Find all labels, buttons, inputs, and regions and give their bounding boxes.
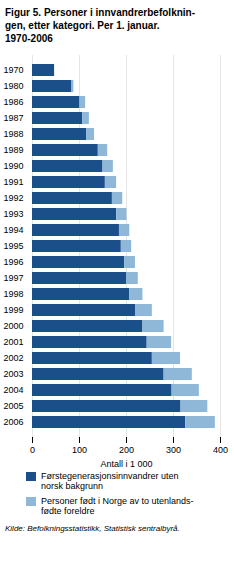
svg-text:Antall i 1 000: Antall i 1 000 (100, 459, 152, 469)
svg-text:1994: 1994 (3, 225, 23, 235)
svg-text:1987: 1987 (3, 113, 23, 123)
svg-text:2002: 2002 (3, 353, 23, 363)
svg-text:2000: 2000 (3, 321, 23, 331)
svg-text:1996: 1996 (3, 257, 23, 267)
svg-text:2004: 2004 (3, 385, 23, 395)
svg-text:1997: 1997 (3, 273, 23, 283)
svg-text:1991: 1991 (3, 177, 23, 187)
svg-text:1980: 1980 (3, 81, 23, 91)
html-text:Førstegenerasjonsinnvandrer ut: Førstegenerasjonsinnvandrer uten norsk b… (41, 471, 179, 492)
svg-text:1998: 1998 (3, 289, 23, 299)
svg-text:1989: 1989 (3, 145, 23, 155)
svg-text:2003: 2003 (3, 369, 23, 379)
svg-text:0: 0 (30, 445, 35, 455)
svg-text:400: 400 (213, 445, 228, 455)
svg-text:2006: 2006 (3, 417, 23, 427)
svg-text:300: 300 (166, 445, 181, 455)
svg-text:1999: 1999 (3, 305, 23, 315)
svg-text:200: 200 (119, 445, 134, 455)
svg-text:100: 100 (72, 445, 87, 455)
svg-text:2001: 2001 (3, 337, 23, 347)
html-text:Figur 5. Personer i innvandrer: Figur 5. Personer i innvandrerbefolknin-… (5, 7, 195, 44)
svg-text:1993: 1993 (3, 209, 23, 219)
svg-text:1990: 1990 (3, 161, 23, 171)
svg-text:1995: 1995 (3, 241, 23, 251)
svg-text:1970: 1970 (3, 65, 23, 75)
svg-text:1986: 1986 (3, 97, 23, 107)
svg-text:1992: 1992 (3, 193, 23, 203)
svg-text:2005: 2005 (3, 401, 23, 411)
svg-text:1988: 1988 (3, 129, 23, 139)
html-text:Kilde: Befolkningsstatistikk,: Kilde: Befolkningsstatistikk, Statistisk… (5, 524, 180, 534)
html-text:Personer født i Norge av to ut: Personer født i Norge av to utenlands- f… (41, 495, 194, 516)
